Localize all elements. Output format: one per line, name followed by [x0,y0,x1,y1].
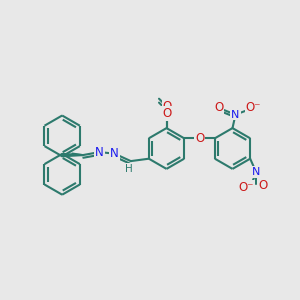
Text: O⁻: O⁻ [246,101,261,114]
Text: N: N [252,167,260,177]
Text: O: O [195,132,204,145]
Text: O: O [258,178,267,192]
Text: H: H [124,164,132,174]
Text: N: N [110,147,119,160]
Text: O: O [162,106,171,120]
Text: O: O [214,101,223,114]
Text: N: N [231,110,240,120]
Text: O⁻: O⁻ [238,181,254,194]
Text: N: N [95,146,104,159]
Text: O: O [163,100,172,113]
